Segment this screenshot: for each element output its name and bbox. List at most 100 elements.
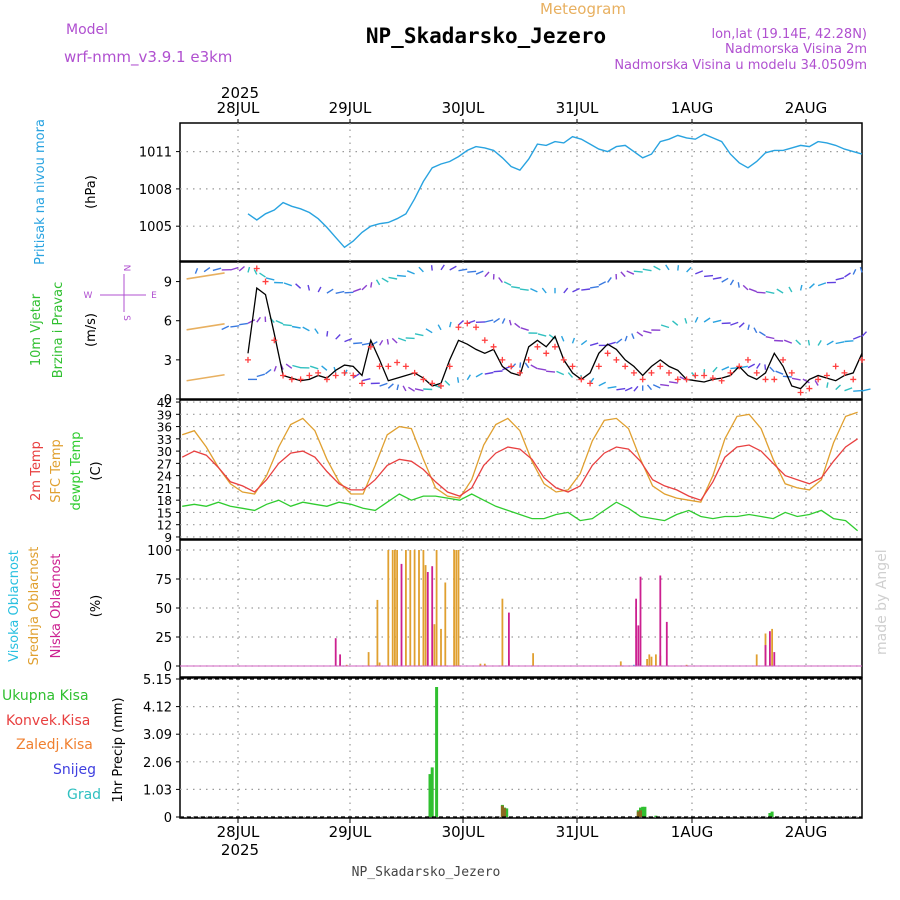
wind-arrow — [556, 370, 565, 376]
wind-arrow — [774, 339, 784, 342]
cloud-bar — [413, 550, 416, 666]
wind-arrow — [302, 326, 310, 332]
wind-arrow — [756, 363, 761, 369]
y-tick-label: 50 — [155, 602, 172, 617]
wind-arrow — [747, 363, 756, 369]
wind-arrow — [405, 337, 415, 340]
wind-arrow — [861, 388, 871, 392]
gust-mark — [499, 356, 506, 363]
y-tick-label: 27 — [157, 457, 172, 471]
wind-arrow — [519, 288, 529, 291]
wind-arrow — [537, 367, 547, 371]
wind-arrow — [541, 287, 547, 294]
cloud-bar — [637, 625, 640, 666]
precip-frame — [179, 677, 863, 819]
gust-mark — [797, 389, 804, 396]
wind-arrow — [326, 288, 334, 294]
gust-mark — [411, 369, 418, 376]
wind-arrow — [737, 282, 740, 288]
cloud-bar — [508, 612, 510, 666]
gust-mark — [832, 363, 839, 370]
wind-arrow — [221, 325, 230, 331]
wind-arrow — [502, 366, 511, 371]
cloud-bar — [648, 654, 651, 666]
wind-arrow — [418, 266, 424, 273]
bottom-year-label: 2025 — [221, 841, 259, 859]
wind-ticks: 0 3 6 9 — [164, 276, 180, 408]
precip-bar — [641, 806, 645, 817]
wind-arrow — [788, 286, 793, 293]
wind-arrow — [295, 283, 302, 289]
wind-arrow — [814, 380, 819, 386]
wind-arrow-large — [186, 373, 225, 382]
precip-panel: 0 1.03 2.06 3.09 4.12 5.15 Ukupna Kisa Konvek… — [2, 673, 863, 826]
meteogram-label: Meteogram — [540, 0, 626, 18]
y-tick-label: 75 — [155, 573, 172, 588]
wind-arrow — [503, 281, 512, 286]
temp-title-sfc: SFC Temp — [49, 439, 64, 503]
wind-arrow — [633, 270, 643, 273]
2m-temp-line — [181, 438, 858, 501]
pressure-panel: 1005 1008 1011 Pritisak na nivou mora (hPa… — [33, 119, 863, 265]
bottom-date-label: 29JUL — [329, 823, 372, 841]
wind-arrow — [378, 339, 384, 346]
dewpt-temp-line — [182, 493, 859, 532]
wind-arrows — [186, 264, 871, 392]
wind-arrow — [198, 386, 204, 390]
gust-mark — [709, 375, 716, 382]
compass-rose: W E N S — [84, 265, 158, 322]
wind-arrow — [247, 319, 256, 324]
y-tick-label: 30 — [157, 445, 172, 459]
top-date-label: 30JUL — [442, 99, 485, 117]
cloud-bar — [665, 621, 668, 666]
model-name: wrf-nmm_v3.9.1 e3km — [64, 48, 232, 67]
temp-title-dewpt: dewpt Temp — [69, 431, 84, 510]
wind-arrow — [352, 288, 362, 293]
cloud-bar — [394, 550, 396, 666]
cloud-bar — [646, 659, 648, 666]
wind-arrow — [458, 319, 464, 326]
gust-mark — [420, 376, 427, 383]
wind-arrow — [859, 266, 863, 273]
wind-arrow — [511, 286, 521, 289]
wind-arrow — [467, 270, 477, 273]
precip-title-graupel: Grad — [67, 787, 101, 803]
pressure-grid — [180, 123, 862, 261]
wind-arrow — [456, 377, 460, 383]
bottom-date-labels: 28JUL 29JUL 30JUL 31JUL 1AUG 2AUG — [217, 818, 827, 841]
gust-mark — [674, 376, 681, 383]
cloud-bar — [659, 575, 662, 666]
y-tick-label: 36 — [157, 421, 172, 435]
wind-arrow — [408, 386, 415, 392]
precip-title-total: Ukupna Kisa — [2, 688, 89, 704]
wind-arrow — [653, 265, 661, 271]
cloud-ylabel: (%) — [89, 595, 104, 618]
gust-mark — [464, 320, 471, 327]
temp-title-2m: 2m Temp — [29, 441, 44, 501]
wind-arrow — [668, 381, 678, 384]
precip-bar — [636, 811, 640, 817]
wind-arrow — [326, 331, 329, 337]
y-tick-label: 3 — [164, 354, 172, 369]
cloud-bar — [633, 664, 635, 666]
altitude-label: Nadmorska Visina 2m — [725, 42, 867, 57]
wind-arrow — [835, 277, 845, 281]
wind-arrow — [238, 265, 245, 272]
gust-mark — [551, 343, 558, 350]
wind-arrow — [660, 324, 670, 329]
gust-mark — [359, 380, 366, 387]
wind-arrow — [253, 269, 258, 275]
wind-arrow — [256, 373, 265, 378]
pressure-ylabel: (hPa) — [84, 175, 99, 209]
wind-arrow — [817, 282, 827, 287]
wind-arrow — [826, 382, 829, 388]
gust-mark — [332, 372, 339, 379]
bottom-date-label: 30JUL — [442, 823, 485, 841]
cloud-bar — [345, 664, 348, 666]
gust-mark — [753, 369, 760, 376]
gust-mark — [578, 376, 585, 383]
gust-mark — [630, 369, 637, 376]
gust-mark — [446, 363, 453, 370]
wind-arrow — [712, 366, 718, 373]
